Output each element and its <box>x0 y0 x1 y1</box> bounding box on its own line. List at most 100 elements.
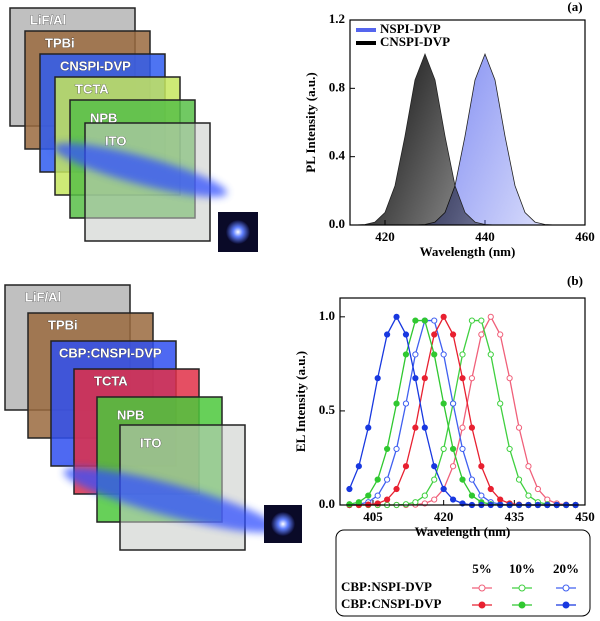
layer-label: TPBi <box>45 35 75 50</box>
marker <box>421 375 428 382</box>
marker <box>468 317 476 324</box>
legend-marker <box>562 601 570 609</box>
legend-marker <box>478 601 486 609</box>
marker <box>515 476 523 483</box>
marker <box>440 445 447 453</box>
marker <box>346 485 353 493</box>
layer-label: TCTA <box>75 81 109 96</box>
y-tick-label: 0.4 <box>329 148 346 163</box>
marker <box>402 351 410 358</box>
marker <box>449 331 457 338</box>
legend-marker <box>518 601 526 609</box>
marker <box>487 313 494 320</box>
marker <box>431 351 438 358</box>
marker <box>412 317 419 324</box>
marker <box>497 400 504 407</box>
layer-label: CNSPI-DVP <box>60 58 131 73</box>
x-axis-label: Wavelength (nm) <box>415 524 511 539</box>
legend-marker <box>518 584 526 592</box>
layer-label: LiF/Al <box>25 289 61 304</box>
marker <box>384 331 391 338</box>
marker <box>421 317 428 324</box>
legend-label: CBP:NSPI-DVP <box>341 579 432 594</box>
marker <box>440 485 447 493</box>
x-tick-label: 435 <box>505 509 525 524</box>
marker <box>440 400 447 407</box>
marker <box>384 476 391 483</box>
marker <box>402 501 410 508</box>
marker <box>431 476 438 483</box>
legend-label: CNSPI-DVP <box>380 34 450 49</box>
marker <box>506 375 513 382</box>
marker <box>412 424 419 431</box>
marker <box>468 424 476 431</box>
marker <box>506 445 513 453</box>
marker <box>412 375 419 382</box>
marker <box>421 492 428 499</box>
layer-label: TPBi <box>48 317 78 332</box>
marker <box>459 351 466 358</box>
marker <box>497 496 504 503</box>
marker <box>497 331 504 338</box>
marker <box>468 492 476 499</box>
marker <box>468 476 476 483</box>
legend-marker <box>562 584 570 592</box>
marker <box>468 375 476 382</box>
marker <box>412 499 419 506</box>
device-stack: LiF/Al TPBi CNSPI-DVP TCTA NPB ITO <box>9 7 211 242</box>
marker <box>402 331 410 338</box>
marker <box>431 317 438 324</box>
marker <box>374 492 381 499</box>
legend-label: CBP:CNSPI-DVP <box>341 596 441 611</box>
marker <box>534 485 541 493</box>
marker <box>487 485 494 493</box>
y-tick-label: 1.2 <box>329 11 345 26</box>
layer-label: LiF/Al <box>30 12 66 27</box>
device-photo-glow <box>271 512 295 536</box>
marker <box>525 492 532 499</box>
panel-label: (b) <box>567 273 583 288</box>
x-tick-label: 420 <box>434 509 454 524</box>
legend-header: 5% <box>472 561 492 576</box>
x-tick-label: 405 <box>363 509 383 524</box>
y-tick-label: 0.5 <box>319 402 336 417</box>
marker <box>459 375 466 382</box>
marker <box>459 424 466 431</box>
device-photo-glow <box>226 220 250 244</box>
marker <box>431 463 438 470</box>
marker <box>402 400 410 407</box>
marker <box>478 492 485 499</box>
marker <box>355 463 362 470</box>
y-tick-label: 0.8 <box>329 79 346 94</box>
layer-label: CBP:CNSPI-DVP <box>59 345 162 360</box>
marker <box>412 351 419 358</box>
legend-label: NSPI-DVP <box>380 21 441 36</box>
marker <box>440 351 447 358</box>
marker <box>459 445 466 453</box>
marker <box>478 331 485 338</box>
emission-glow <box>52 143 277 533</box>
marker <box>431 331 438 338</box>
legend-header: 10% <box>509 561 535 576</box>
legend-header: 20% <box>553 561 579 576</box>
marker <box>449 463 457 470</box>
layer-label: TCTA <box>94 373 128 388</box>
marker <box>393 400 400 407</box>
y-tick-label: 1.0 <box>319 308 335 323</box>
marker <box>421 424 428 431</box>
legend-marker <box>478 584 486 592</box>
marker <box>449 496 457 503</box>
x-tick-label: 420 <box>375 229 395 244</box>
marker <box>393 313 400 320</box>
marker <box>384 445 391 453</box>
layer-label: NPB <box>90 110 117 125</box>
layer-label: NPB <box>117 407 144 422</box>
marker <box>440 313 447 320</box>
marker <box>365 424 372 431</box>
marker <box>478 463 485 470</box>
marker <box>459 476 466 483</box>
plot-frame <box>339 297 586 506</box>
y-axis-label: EL Intensity (a.u.) <box>293 351 308 452</box>
legend-box <box>335 529 591 617</box>
